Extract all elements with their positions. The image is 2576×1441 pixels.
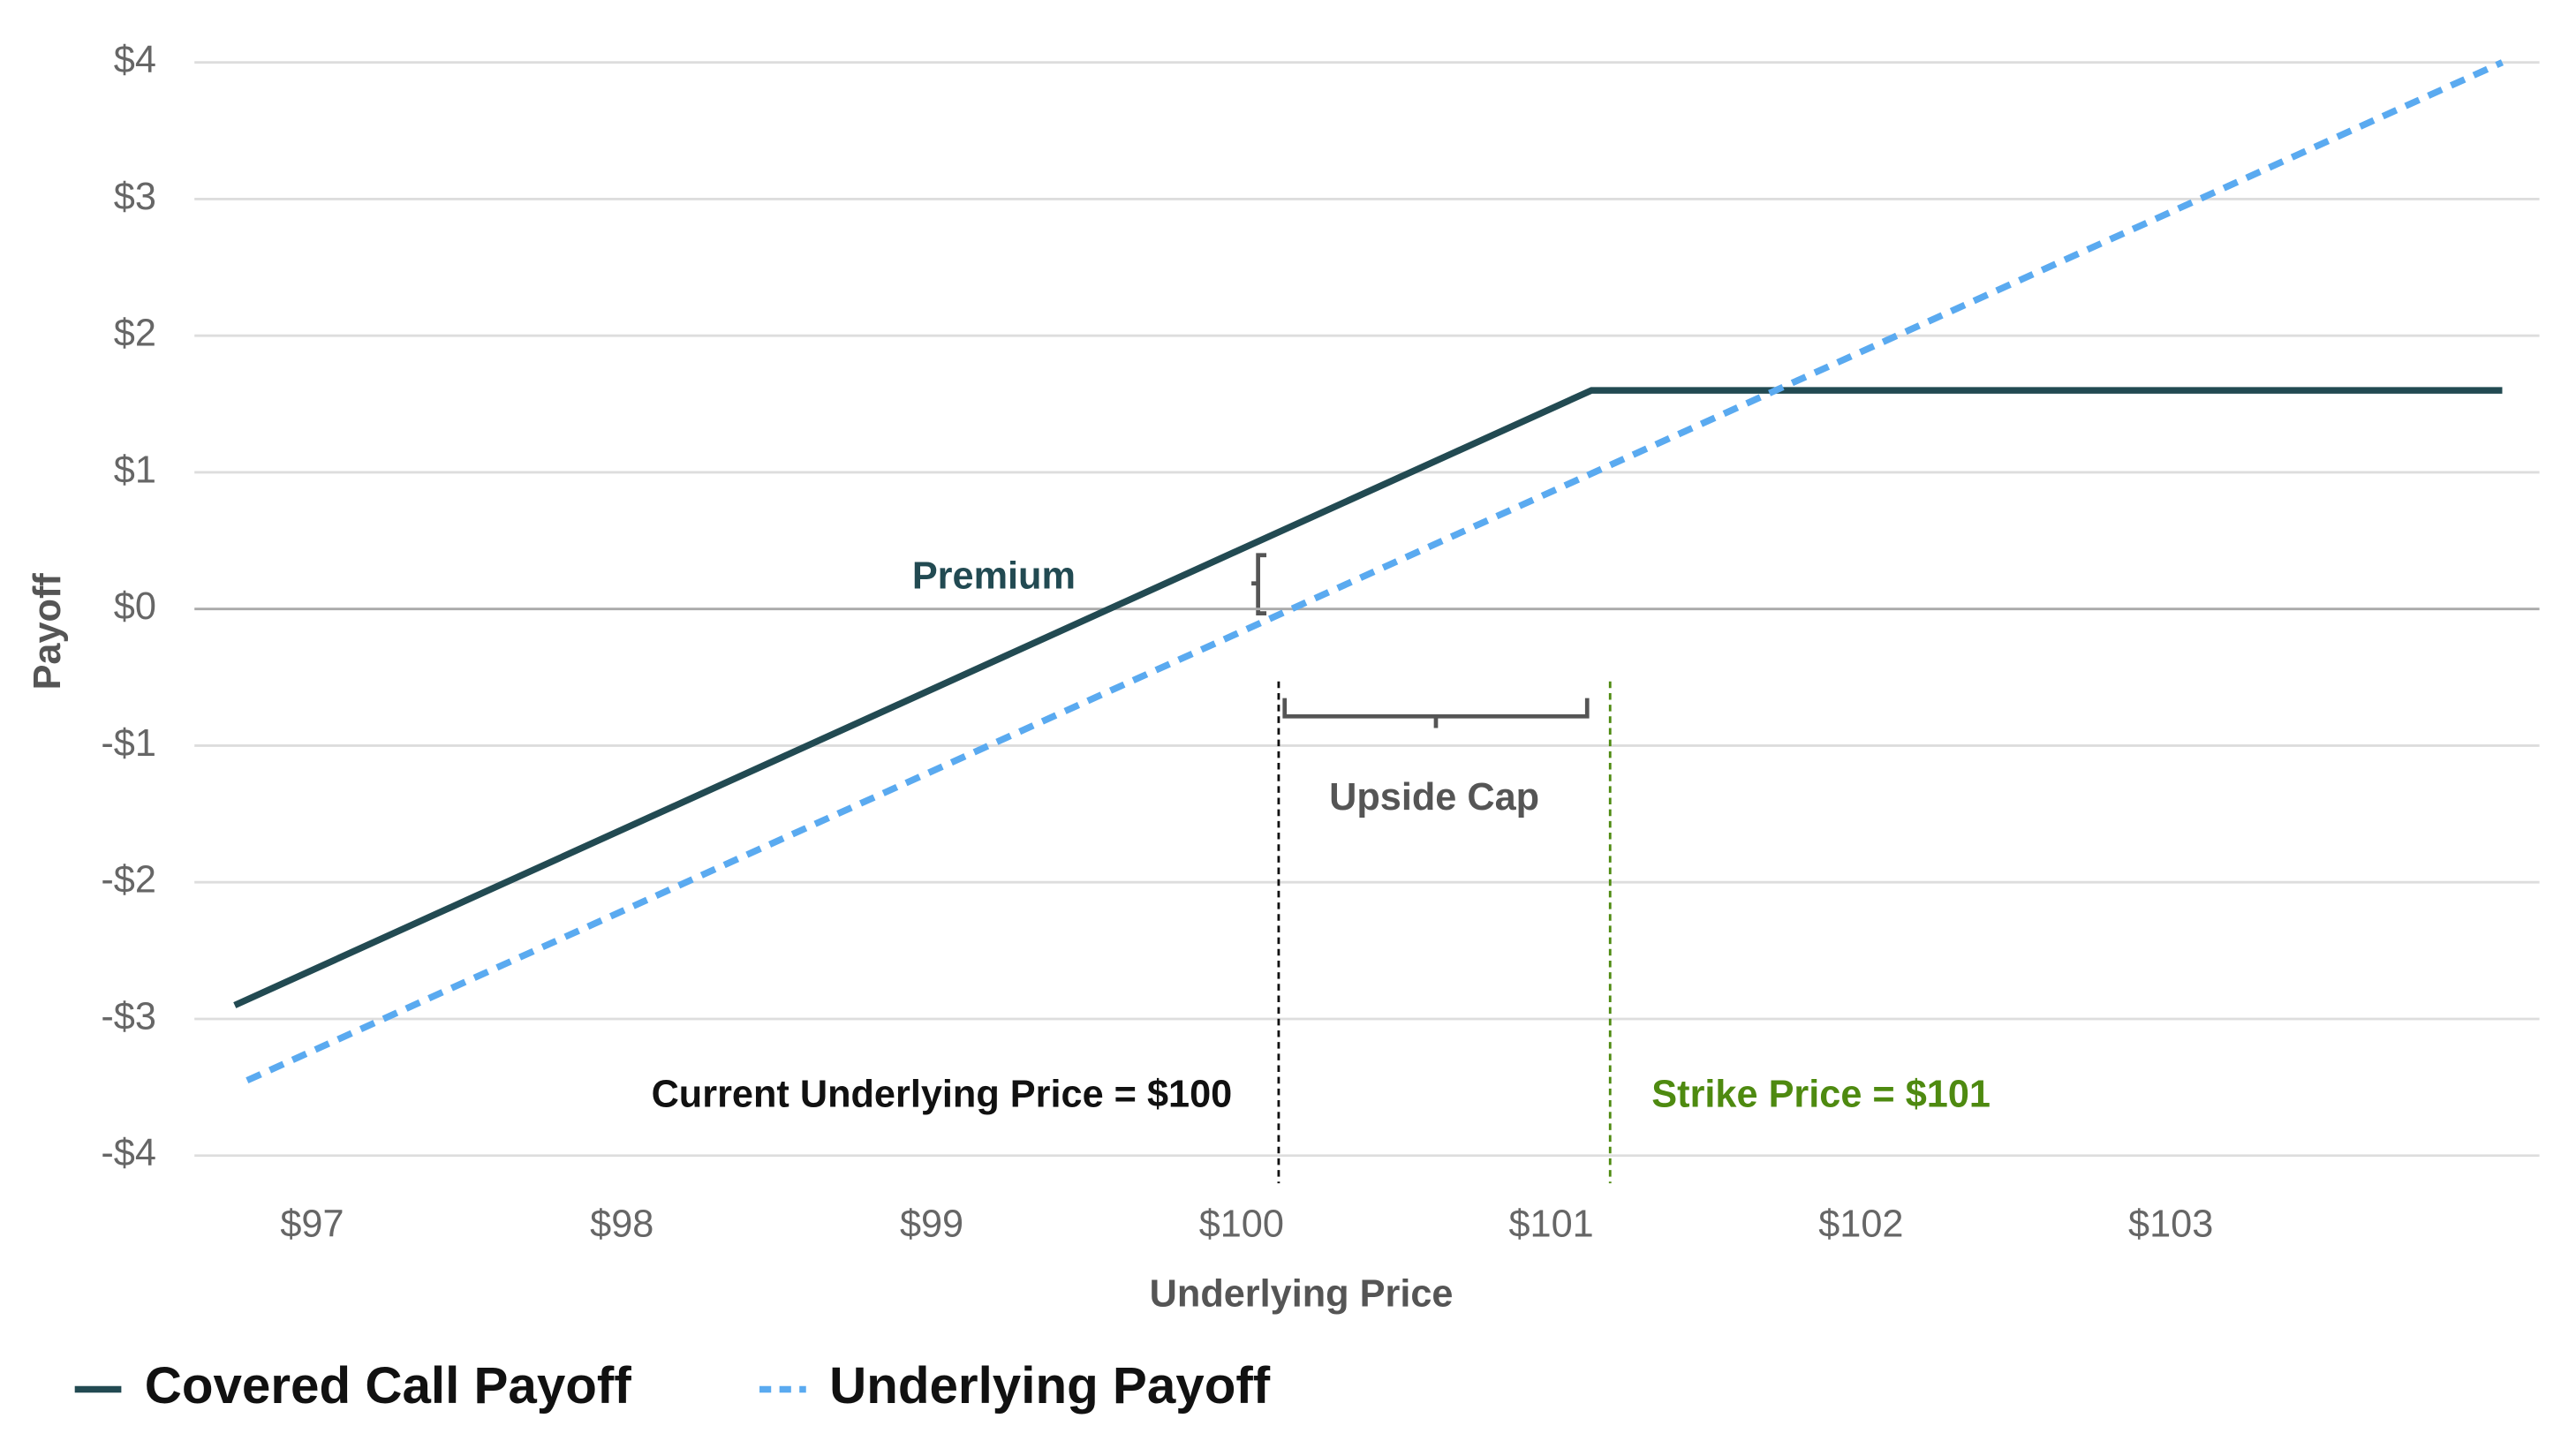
y-tick-label: -$1 xyxy=(101,722,156,765)
y-tick-label: $4 xyxy=(114,39,156,81)
y-tick-label: $0 xyxy=(114,585,156,628)
legend-label: Underlying Payoff xyxy=(829,1357,1271,1415)
x-axis-label: Underlying Price xyxy=(1150,1273,1454,1316)
cap-bracket xyxy=(1282,698,1590,728)
x-tick-label: $101 xyxy=(1508,1203,1593,1245)
x-tick-label: $102 xyxy=(1818,1203,1903,1245)
reference-label: Strike Price = $101 xyxy=(1651,1074,1991,1116)
y-tick-label: -$3 xyxy=(101,995,156,1037)
y-axis-label: Payoff xyxy=(26,573,69,690)
y-tick-label: -$2 xyxy=(101,859,156,902)
annotation: Upside Cap xyxy=(1329,776,1539,819)
premium-bracket xyxy=(1251,553,1267,615)
x-tick-label: $100 xyxy=(1199,1203,1284,1245)
series-line xyxy=(233,387,2503,1008)
y-tick-label: -$4 xyxy=(101,1132,156,1174)
x-tick-label: $103 xyxy=(2128,1203,2213,1245)
series-line xyxy=(246,59,2504,1084)
y-tick-label: $1 xyxy=(114,449,156,491)
y-tick-label: $3 xyxy=(114,176,156,218)
legend-label: Covered Call Payoff xyxy=(145,1357,632,1415)
y-tick-label: $2 xyxy=(114,313,156,355)
plot: -$4 -$3 -$2 -$1 $0 $1 $2 $3 $4 $97 $98 $99 $100 $101 $… xyxy=(74,39,2540,1415)
annotation: Premium xyxy=(912,555,1076,598)
x-tick-label: $98 xyxy=(590,1203,653,1245)
x-tick-label: $97 xyxy=(280,1203,344,1245)
reference-label: Current Underlying Price = $100 xyxy=(652,1074,1233,1116)
x-tick-label: $99 xyxy=(900,1203,963,1245)
